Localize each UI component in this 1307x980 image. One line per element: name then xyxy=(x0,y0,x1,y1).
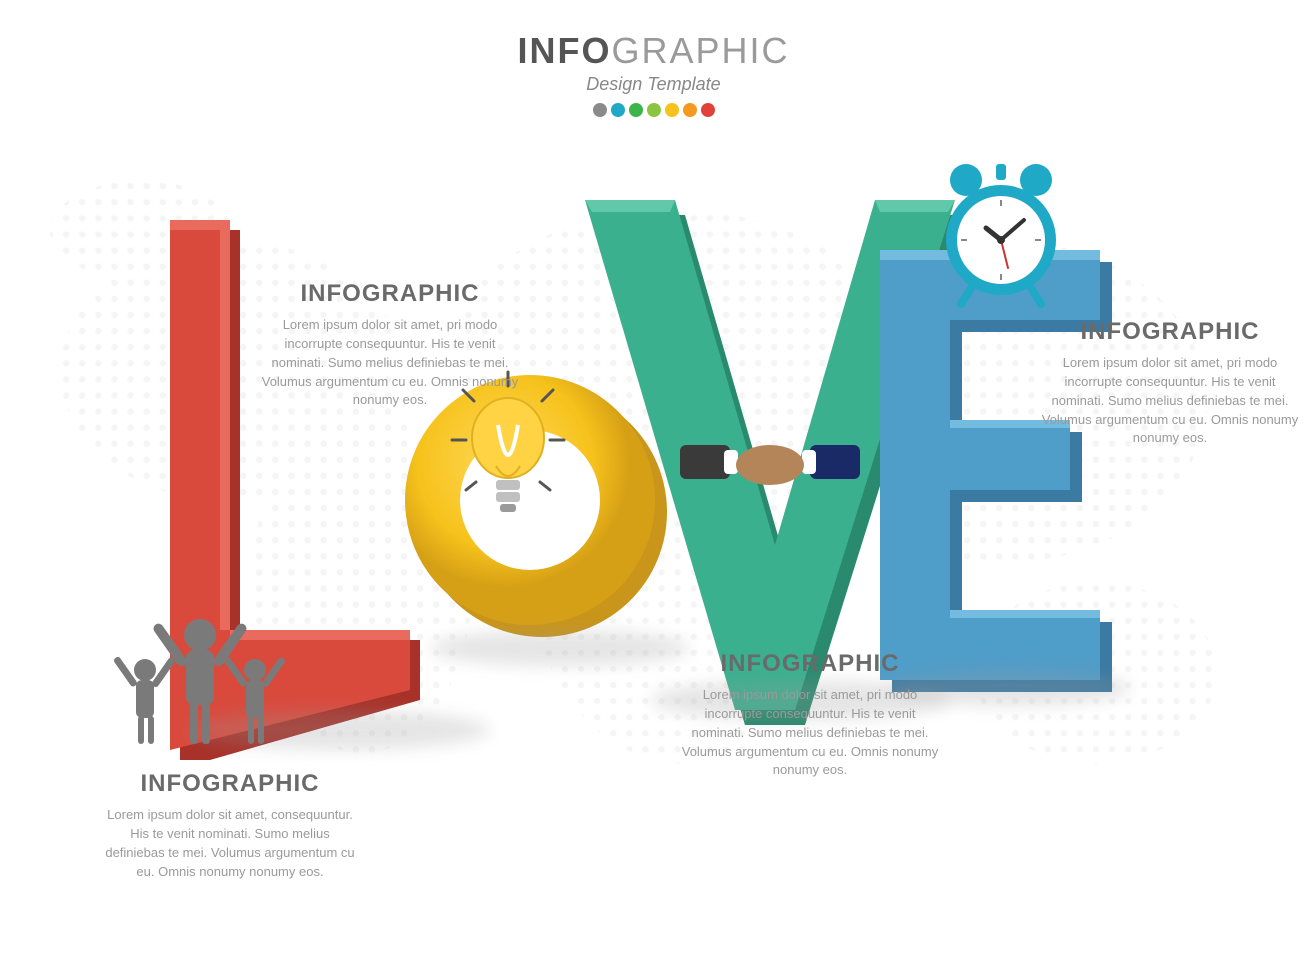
info-block-4: INFOGRAPHIC Lorem ipsum dolor sit amet, … xyxy=(1040,318,1300,448)
info-block-1-title: INFOGRAPHIC xyxy=(100,770,360,798)
dot-2 xyxy=(611,103,625,117)
dot-1 xyxy=(593,103,607,117)
header: INFOGRAPHIC Design Template xyxy=(517,30,789,117)
info-block-1: INFOGRAPHIC Lorem ipsum dolor sit amet, … xyxy=(100,770,360,881)
people-icon xyxy=(110,610,290,760)
dot-3 xyxy=(629,103,643,117)
info-block-4-title: INFOGRAPHIC xyxy=(1040,318,1300,346)
info-block-3: INFOGRAPHIC Lorem ipsum dolor sit amet, … xyxy=(680,650,940,780)
info-block-4-text: Lorem ipsum dolor sit amet, pri modo inc… xyxy=(1040,354,1300,448)
header-title-bold: INFO xyxy=(517,30,611,71)
alarm-clock-icon xyxy=(936,160,1066,310)
info-block-2-text: Lorem ipsum dolor sit amet, pri modo inc… xyxy=(260,316,520,410)
info-block-2-title: INFOGRAPHIC xyxy=(260,280,520,308)
handshake-icon xyxy=(680,420,860,510)
dot-6 xyxy=(683,103,697,117)
info-block-2: INFOGRAPHIC Lorem ipsum dolor sit amet, … xyxy=(260,280,520,410)
letter-e xyxy=(870,250,1100,690)
info-block-1-text: Lorem ipsum dolor sit amet, consequuntur… xyxy=(100,806,360,881)
header-title-thin: GRAPHIC xyxy=(611,30,789,71)
header-subtitle: Design Template xyxy=(517,74,789,95)
header-title: INFOGRAPHIC xyxy=(517,30,789,72)
dot-4 xyxy=(647,103,661,117)
header-dots xyxy=(517,103,789,117)
info-block-3-text: Lorem ipsum dolor sit amet, pri modo inc… xyxy=(680,686,940,780)
dot-7 xyxy=(701,103,715,117)
info-block-3-title: INFOGRAPHIC xyxy=(680,650,940,678)
dot-5 xyxy=(665,103,679,117)
